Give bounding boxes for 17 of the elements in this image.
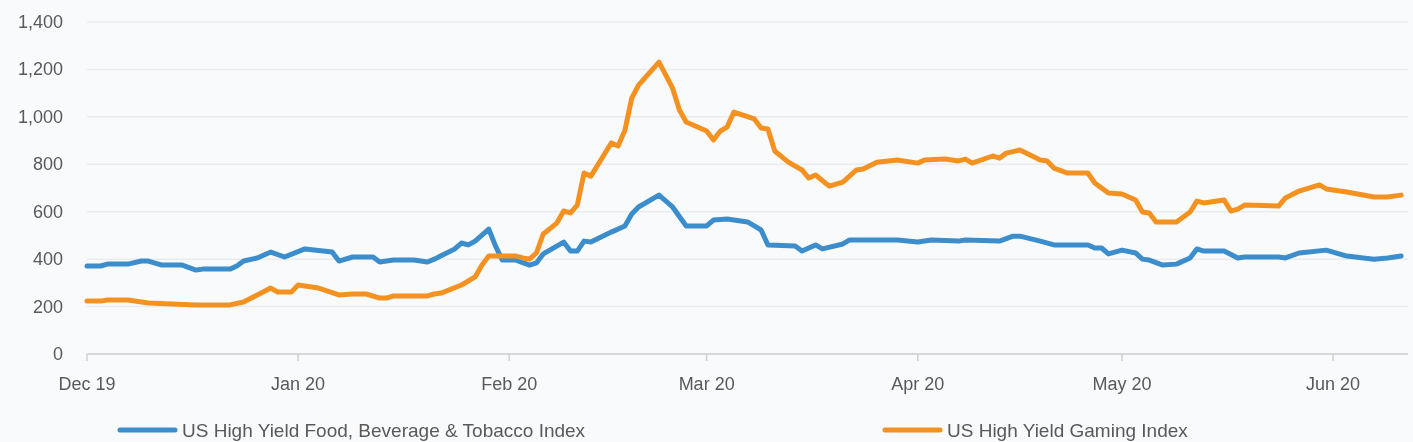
y-tick-label: 0: [52, 344, 63, 364]
y-tick-label: 1,000: [17, 106, 63, 127]
y-tick-label: 600: [32, 201, 63, 222]
x-tick-label: Jun 20: [1306, 374, 1361, 394]
x-tick-label: May 20: [1092, 374, 1152, 394]
y-tick-label: 200: [32, 296, 63, 317]
x-tick-label: Mar 20: [678, 374, 735, 394]
x-tick-label: Jan 20: [271, 374, 326, 394]
y-tick-label: 400: [32, 249, 63, 270]
x-tick-label: Dec 19: [58, 374, 116, 394]
x-tick-label: Apr 20: [891, 374, 945, 394]
y-tick-label: 800: [32, 154, 63, 175]
legend-label: US High Yield Gaming Index: [947, 420, 1189, 441]
x-tick-label: Feb 20: [481, 374, 538, 394]
legend-label: US High Yield Food, Beverage & Tobacco Index: [182, 420, 586, 441]
y-tick-label: 1,200: [17, 59, 63, 80]
y-tick-label: 1,400: [17, 12, 63, 32]
